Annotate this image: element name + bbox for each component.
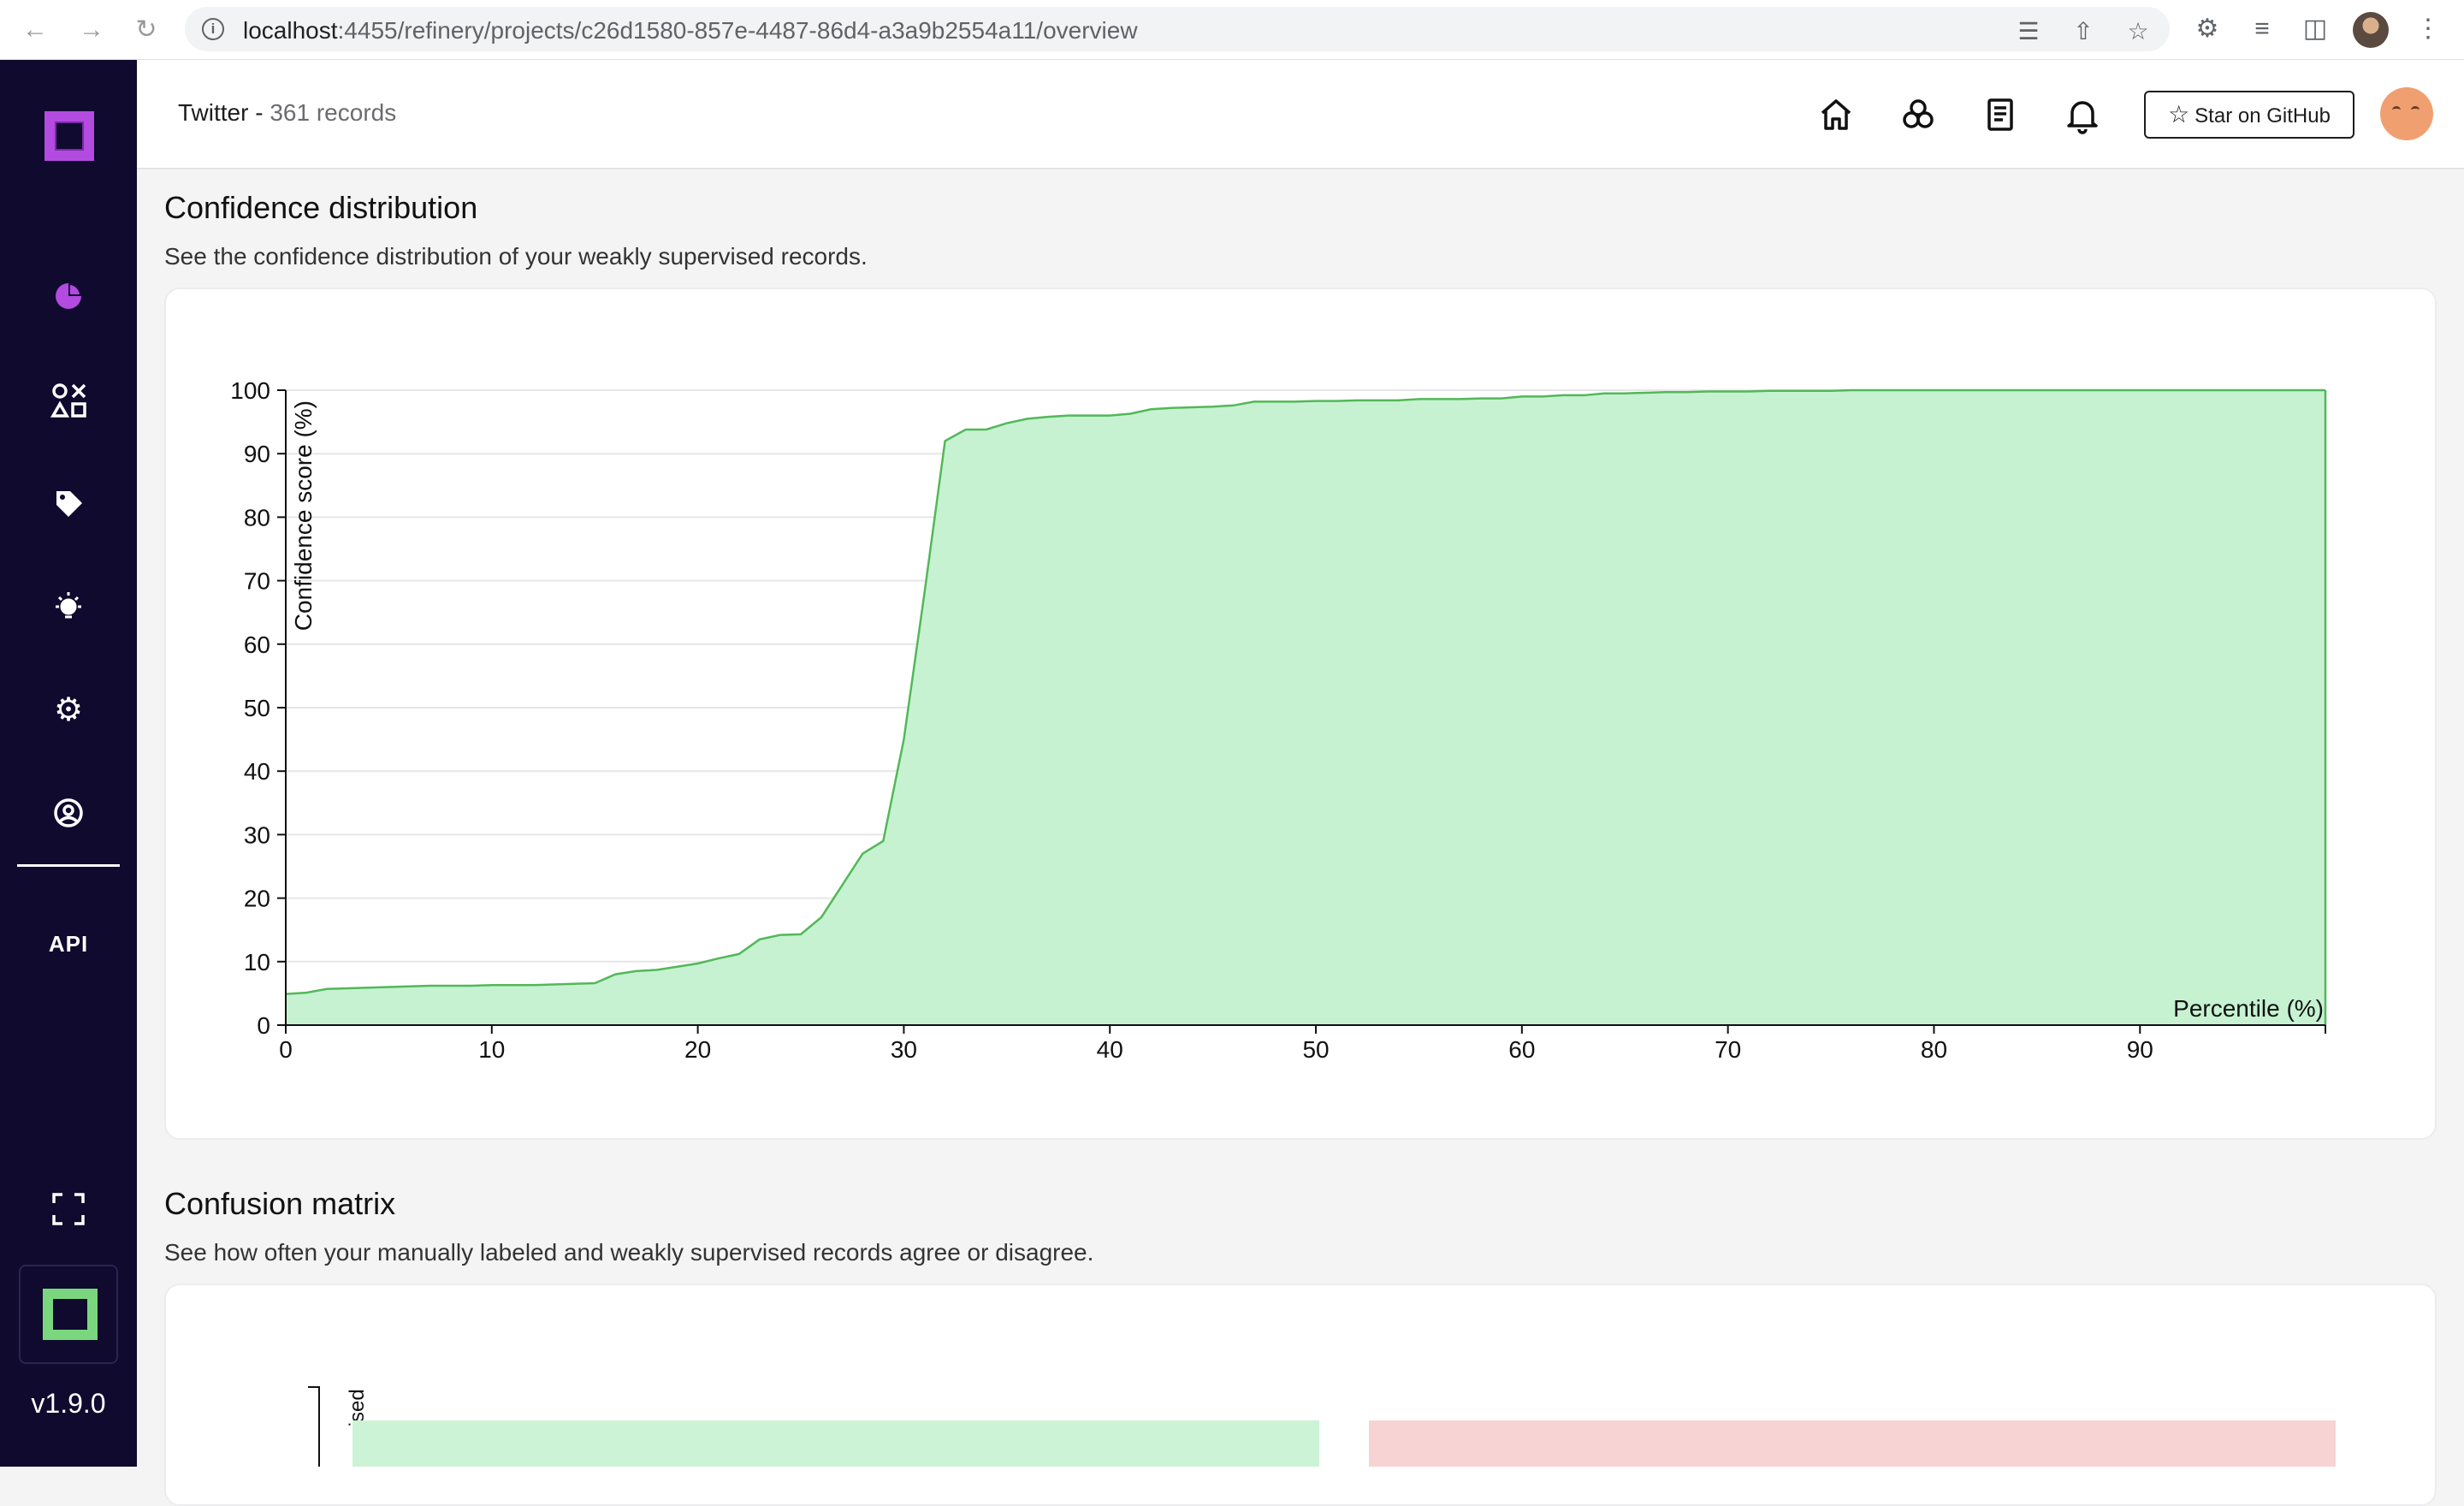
docs-icon[interactable] bbox=[1980, 94, 2021, 135]
menu-icon[interactable]: ⋮ bbox=[2415, 15, 2441, 43]
x-tick-label: 30 bbox=[891, 1036, 917, 1063]
confusion-cell-agree bbox=[352, 1420, 1319, 1467]
y-tick-label: 100 bbox=[230, 377, 270, 404]
x-tick-label: 60 bbox=[1508, 1036, 1535, 1063]
x-tick-label: 20 bbox=[684, 1036, 711, 1063]
record-count: 361 records bbox=[270, 99, 397, 126]
url-host: localhost bbox=[243, 17, 338, 44]
reading-list-icon[interactable]: ≡ bbox=[2254, 15, 2270, 43]
side-panel-icon[interactable]: ◫ bbox=[2302, 15, 2328, 43]
browser-toolbar: ← → ↻ i localhost:4455/refinery/projects… bbox=[0, 0, 2464, 60]
tag-icon[interactable] bbox=[43, 479, 94, 531]
page-header: Twitter - 361 records ☆ Star on GitHub bbox=[137, 60, 2464, 169]
profile-avatar[interactable] bbox=[2353, 12, 2389, 48]
y-tick-label: 50 bbox=[244, 695, 270, 721]
star-on-github-button[interactable]: ☆ Star on GitHub bbox=[2144, 91, 2354, 139]
confidence-chart: 0 10 20 30 40 50 60 70 80 90 100 0 10 20 30 40 50 60 70 80 9… bbox=[230, 377, 2327, 1063]
project-name: Twitter bbox=[178, 99, 249, 126]
url-path: :4455/refinery/projects/c26d1580-857e-44… bbox=[337, 17, 1138, 44]
back-icon[interactable]: ← bbox=[22, 15, 48, 44]
project-title: Twitter - 361 records bbox=[178, 99, 396, 127]
confusion-cell-disagree bbox=[1369, 1420, 2336, 1467]
confusion-section-description: See how often your manually labeled and … bbox=[164, 1239, 1094, 1266]
forward-icon[interactable]: → bbox=[79, 15, 104, 44]
project-separator: - bbox=[248, 99, 270, 126]
y-tick-label: 60 bbox=[244, 631, 270, 658]
user-avatar[interactable] bbox=[2380, 87, 2433, 140]
notifications-icon[interactable] bbox=[2062, 94, 2103, 135]
confusion-y-axis-bracket bbox=[308, 1386, 320, 1467]
share-icon[interactable]: ⇧ bbox=[2073, 18, 2094, 44]
confidence-chart-card: 0 10 20 30 40 50 60 70 80 90 100 0 10 20 30 40 50 60 70 80 9… bbox=[164, 288, 2437, 1140]
gear-icon[interactable]: ⚙ bbox=[53, 692, 84, 728]
confusion-y-axis-label: pervised bbox=[323, 1386, 369, 1467]
x-tick-label: 80 bbox=[1921, 1036, 1947, 1063]
confidence-section-title: Confidence distribution bbox=[164, 190, 478, 225]
info-icon[interactable]: i bbox=[202, 18, 224, 40]
x-axis-label: Percentile (%) bbox=[2173, 995, 2324, 1022]
confidence-area bbox=[286, 390, 2325, 1025]
github-button-label: Star on GitHub bbox=[2194, 104, 2331, 127]
x-tick-label: 50 bbox=[1302, 1036, 1329, 1063]
star-icon: ☆ bbox=[2168, 101, 2190, 127]
y-tick-label: 90 bbox=[244, 441, 270, 467]
confusion-matrix-card bbox=[164, 1284, 2437, 1506]
kern-logo-button[interactable] bbox=[19, 1265, 118, 1364]
x-tick-label: 40 bbox=[1097, 1036, 1123, 1063]
sidebar-divider bbox=[17, 864, 120, 867]
y-axis-label: Confidence score (%) bbox=[290, 400, 317, 631]
version-label: v1.9.0 bbox=[31, 1388, 106, 1419]
confidence-line bbox=[285, 388, 2325, 995]
y-tick-label: 30 bbox=[244, 821, 270, 848]
kern-logo-icon bbox=[43, 1289, 98, 1340]
x-tick-label: 0 bbox=[279, 1036, 293, 1063]
y-tick-label: 0 bbox=[257, 1012, 270, 1039]
y-tick-label: 80 bbox=[244, 504, 270, 531]
address-bar[interactable]: i localhost:4455/refinery/projects/c26d1… bbox=[185, 7, 2170, 51]
fullscreen-icon[interactable] bbox=[47, 1188, 90, 1230]
y-tick-label: 20 bbox=[244, 886, 270, 912]
api-link[interactable]: API bbox=[48, 931, 89, 957]
translate-icon[interactable]: ☰ bbox=[2017, 18, 2040, 44]
y-tick-label: 10 bbox=[244, 949, 270, 975]
bookmark-star-icon[interactable]: ☆ bbox=[2127, 18, 2149, 44]
shapes-icon[interactable] bbox=[43, 375, 94, 426]
y-tick-label: 70 bbox=[244, 568, 270, 595]
projects-icon[interactable] bbox=[1898, 94, 1939, 135]
x-tick-label: 90 bbox=[2127, 1036, 2153, 1063]
user-circle-icon[interactable] bbox=[43, 787, 94, 839]
extensions-icon[interactable]: ⚙ bbox=[2195, 15, 2219, 43]
lightbulb-icon[interactable] bbox=[43, 582, 94, 633]
url-text[interactable]: localhost:4455/refinery/projects/c26d158… bbox=[243, 17, 1138, 44]
pie-chart-icon[interactable] bbox=[43, 270, 94, 322]
reload-icon[interactable]: ↻ bbox=[135, 15, 157, 44]
refinery-logo[interactable] bbox=[44, 111, 94, 161]
x-tick-label: 10 bbox=[478, 1036, 505, 1063]
sidebar: ⚙ API v1.9.0 bbox=[0, 60, 137, 1467]
x-tick-label: 70 bbox=[1715, 1036, 1741, 1063]
y-tick-label: 40 bbox=[244, 758, 270, 785]
confusion-section-title: Confusion matrix bbox=[164, 1186, 396, 1221]
home-icon[interactable] bbox=[1815, 94, 1857, 135]
confidence-section-description: See the confidence distribution of your … bbox=[164, 243, 868, 270]
